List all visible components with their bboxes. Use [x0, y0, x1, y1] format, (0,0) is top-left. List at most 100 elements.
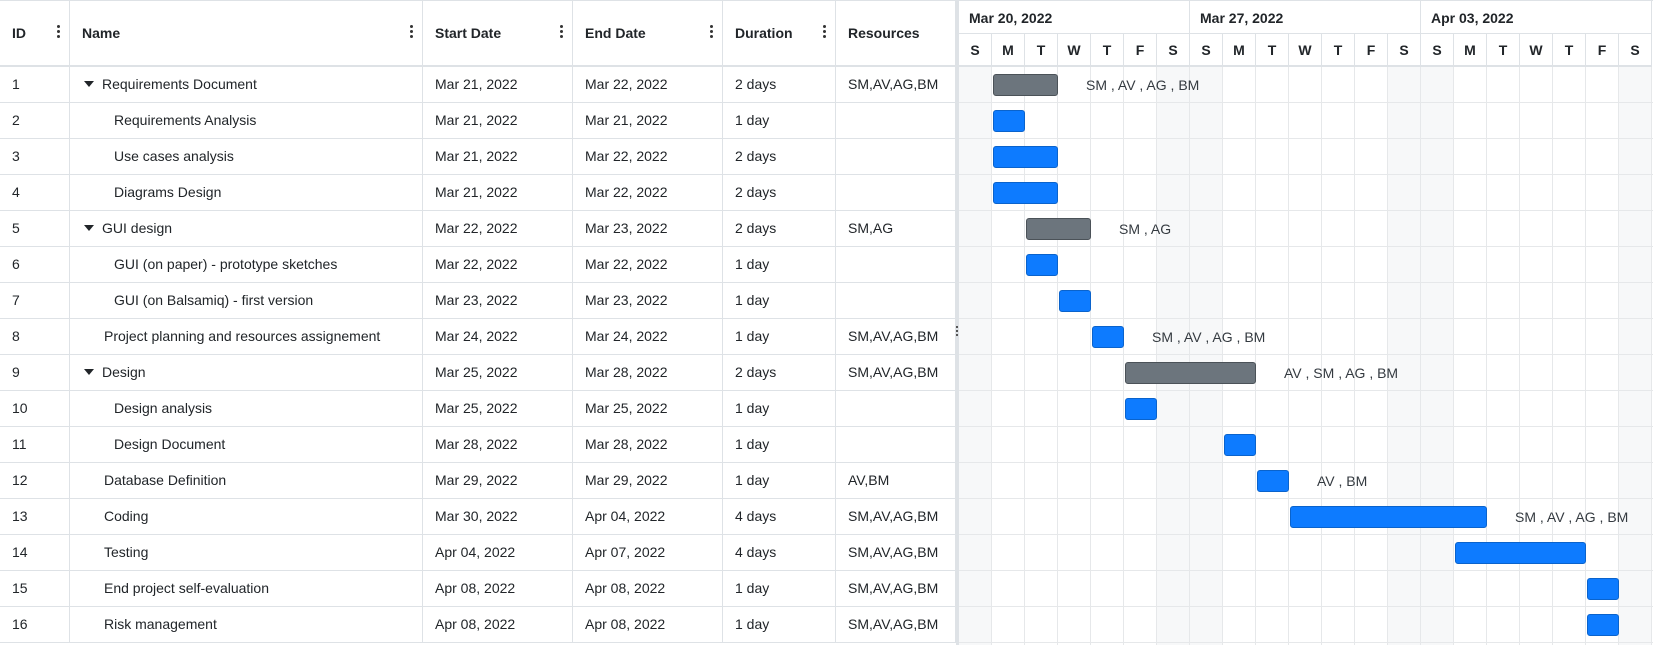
day-column — [1421, 67, 1454, 645]
collapse-caret-icon[interactable] — [84, 225, 94, 232]
day-column — [1322, 67, 1355, 645]
task-bar[interactable] — [1455, 542, 1586, 564]
task-bar[interactable] — [1587, 578, 1619, 600]
collapse-caret-icon[interactable] — [84, 81, 94, 88]
cell-start: Mar 24, 2022 — [423, 319, 573, 354]
table-row[interactable]: 11 Design Document Mar 28, 2022 Mar 28, 202… — [0, 427, 956, 463]
cell-text: End project self-evaluation — [104, 580, 269, 596]
column-menu-icon[interactable] — [823, 25, 827, 39]
cell-text: Mar 21, 2022 — [435, 148, 518, 164]
summary-bar[interactable] — [1125, 362, 1256, 384]
table-row[interactable]: 12 Database Definition Mar 29, 2022 Mar 29,… — [0, 463, 956, 499]
table-row[interactable]: 2 Requirements Analysis Mar 21, 2022 Mar 21… — [0, 103, 956, 139]
task-bar[interactable] — [993, 146, 1058, 168]
table-row[interactable]: 15 End project self-evaluation Apr 08, 202… — [0, 571, 956, 607]
cell-text: Mar 21, 2022 — [585, 112, 668, 128]
task-bar[interactable] — [1026, 254, 1058, 276]
cell-text: Mar 28, 2022 — [435, 436, 518, 452]
task-bar[interactable] — [1224, 434, 1256, 456]
cell-text: Mar 22, 2022 — [435, 256, 518, 272]
day-column — [1025, 67, 1058, 645]
table-row[interactable]: 5 GUI design Mar 22, 2022 Mar 23, 2022 2 day… — [0, 211, 956, 247]
table-row[interactable]: 4 Diagrams Design Mar 21, 2022 Mar 22, 2022… — [0, 175, 956, 211]
table-row[interactable]: 9 Design Mar 25, 2022 Mar 28, 2022 2 days SM,… — [0, 355, 956, 391]
collapse-caret-icon[interactable] — [84, 369, 94, 376]
column-menu-icon[interactable] — [57, 25, 61, 39]
column-menu-icon[interactable] — [710, 25, 714, 39]
cell-start: Mar 25, 2022 — [423, 355, 573, 390]
day-column — [1388, 67, 1421, 645]
cell-start: Mar 30, 2022 — [423, 499, 573, 534]
cell-id: 13 — [0, 499, 70, 534]
column-menu-icon[interactable] — [560, 25, 564, 39]
cell-text: SM,AV,AG,BM — [848, 328, 939, 344]
table-row[interactable]: 14 Testing Apr 04, 2022 Apr 07, 2022 4 days S… — [0, 535, 956, 571]
row-gridline — [959, 390, 1653, 391]
task-bar[interactable] — [1290, 506, 1487, 528]
cell-name: GUI (on paper) - prototype sketches — [70, 247, 423, 282]
cell-duration: 1 day — [723, 103, 836, 138]
task-bar[interactable] — [993, 110, 1025, 132]
table-row[interactable]: 13 Coding Mar 30, 2022 Apr 04, 2022 4 days SM… — [0, 499, 956, 535]
table-row[interactable]: 6 GUI (on paper) - prototype sketches Mar … — [0, 247, 956, 283]
task-bar[interactable] — [1257, 470, 1289, 492]
table-row[interactable]: 3 Use cases analysis Mar 21, 2022 Mar 22, 2… — [0, 139, 956, 175]
day-header: T — [1487, 34, 1520, 67]
row-gridline — [959, 642, 1653, 643]
column-header-start[interactable]: Start Date — [423, 1, 573, 67]
column-header-end[interactable]: End Date — [573, 1, 723, 67]
splitter-grip-icon[interactable] — [956, 326, 959, 338]
cell-text: 10 — [12, 400, 28, 416]
cell-text: 1 day — [735, 400, 770, 416]
cell-text: Mar 23, 2022 — [585, 220, 668, 236]
cell-id: 12 — [0, 463, 70, 498]
row-gridline — [959, 246, 1653, 247]
table-row[interactable]: 7 GUI (on Balsamiq) - first version Mar 23… — [0, 283, 956, 319]
cell-start: Mar 21, 2022 — [423, 67, 573, 102]
cell-name: Testing — [70, 535, 423, 570]
cell-id: 9 — [0, 355, 70, 390]
bar-resource-label: AV , BM — [1317, 473, 1368, 489]
bar-resource-label: SM , AV , AG , BM — [1515, 509, 1629, 525]
summary-bar[interactable] — [1026, 218, 1091, 240]
column-header-label: Start Date — [435, 25, 502, 41]
task-bar[interactable] — [1059, 290, 1091, 312]
column-menu-icon[interactable] — [410, 25, 414, 39]
cell-text: 2 days — [735, 148, 777, 164]
day-header: T — [1025, 34, 1058, 67]
gantt-timeline: Mar 20, 2022 Mar 27, 2022 Apr 03, 2022 S M T W… — [959, 0, 1653, 645]
column-header-id[interactable]: ID — [0, 1, 70, 67]
cell-text: 7 — [12, 292, 20, 308]
column-header-duration[interactable]: Duration — [723, 1, 836, 67]
task-bar[interactable] — [993, 182, 1058, 204]
cell-name: Design analysis — [70, 391, 423, 426]
cell-resources: AV,BM — [836, 463, 956, 498]
cell-end: Mar 29, 2022 — [573, 463, 723, 498]
cell-text: Testing — [104, 544, 149, 560]
column-header-label: Resources — [848, 25, 920, 41]
cell-text: Mar 24, 2022 — [585, 328, 668, 344]
table-row[interactable]: 16 Risk management Apr 08, 2022 Apr 08, 202… — [0, 607, 956, 643]
table-row[interactable]: 10 Design analysis Mar 25, 2022 Mar 25, 202… — [0, 391, 956, 427]
task-bar[interactable] — [1587, 614, 1619, 636]
task-bar[interactable] — [1092, 326, 1124, 348]
cell-resources: SM,AV,AG,BM — [836, 499, 956, 534]
cell-end: Mar 22, 2022 — [573, 175, 723, 210]
table-row[interactable]: 1 Requirements Document Mar 21, 2022 Mar 22… — [0, 67, 956, 103]
cell-id: 10 — [0, 391, 70, 426]
cell-text: 1 day — [735, 328, 770, 344]
cell-end: Mar 24, 2022 — [573, 319, 723, 354]
cell-text: Mar 28, 2022 — [585, 436, 668, 452]
cell-start: Mar 21, 2022 — [423, 139, 573, 174]
column-header-name[interactable]: Name — [70, 1, 423, 67]
cell-end: Mar 22, 2022 — [573, 139, 723, 174]
summary-bar[interactable] — [993, 74, 1058, 96]
pane-splitter[interactable] — [956, 0, 959, 645]
task-bar[interactable] — [1125, 398, 1157, 420]
day-column — [1190, 67, 1223, 645]
week-header: Mar 27, 2022 — [1190, 1, 1421, 34]
cell-start: Mar 23, 2022 — [423, 283, 573, 318]
column-header-resources[interactable]: Resources — [836, 1, 956, 67]
table-row[interactable]: 8 Project planning and resources assignem… — [0, 319, 956, 355]
week-header: Apr 03, 2022 — [1421, 1, 1652, 34]
